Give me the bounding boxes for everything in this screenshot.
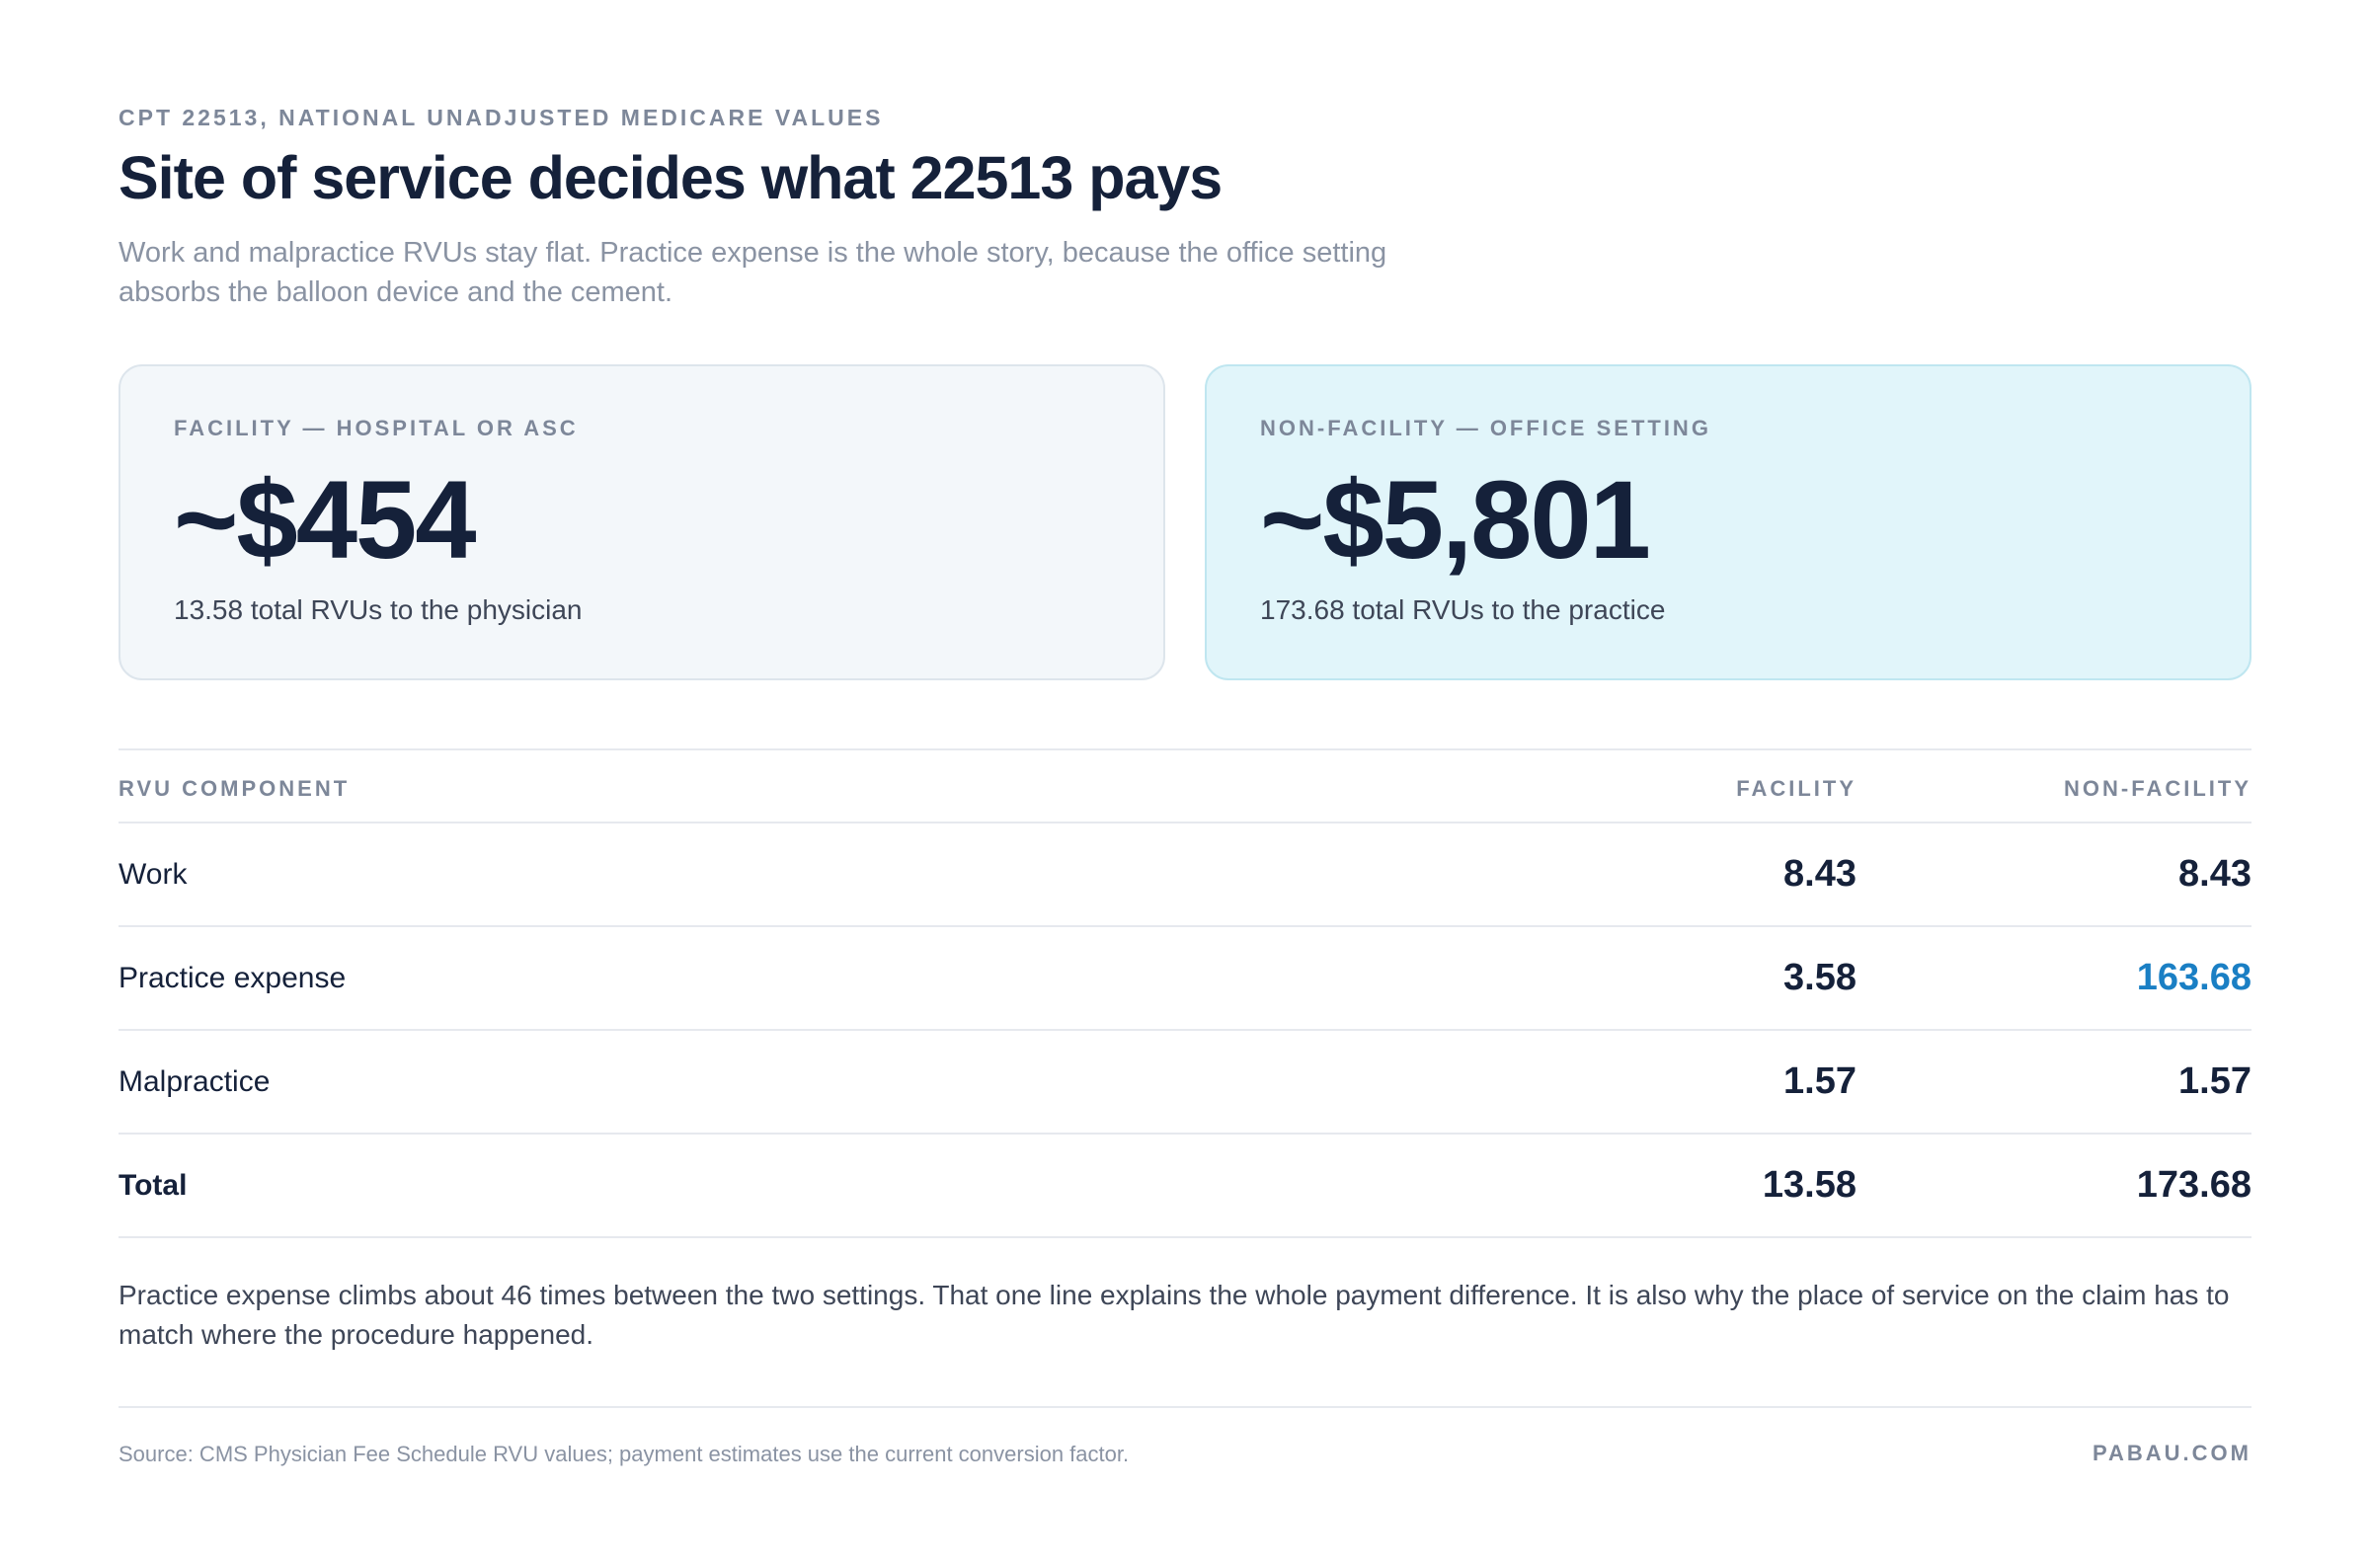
row-nonfacility-value: 1.57 (2178, 1060, 2252, 1102)
table-row-work: Work 8.43 8.43 (118, 823, 2252, 927)
nonfacility-card: NON-FACILITY — OFFICE SETTING ~$5,801 17… (1205, 364, 2252, 680)
column-header-component: RVU COMPONENT (118, 776, 351, 801)
column-header-facility: FACILITY (1736, 776, 1856, 801)
row-nonfacility-value: 8.43 (2178, 853, 2252, 895)
row-label: Work (118, 858, 188, 891)
row-label: Total (118, 1169, 188, 1202)
row-facility-value: 13.58 (1762, 1164, 1856, 1206)
row-nonfacility-value-highlighted: 163.68 (2136, 957, 2252, 998)
row-label: Practice expense (118, 962, 347, 994)
facility-card-note: 13.58 total RVUs to the physician (174, 594, 583, 626)
rvu-table: RVU COMPONENT FACILITY NON-FACILITY Work… (118, 748, 2252, 1238)
table-row-total: Total 13.58 173.68 (118, 1135, 2252, 1238)
row-facility-value: 8.43 (1783, 853, 1856, 895)
table-header: RVU COMPONENT FACILITY NON-FACILITY (118, 750, 2252, 823)
eyebrow-label: CPT 22513, NATIONAL UNADJUSTED MEDICARE … (118, 105, 884, 130)
nonfacility-card-label: NON-FACILITY — OFFICE SETTING (1260, 416, 1711, 440)
brand-link[interactable]: PABAU.COM (2092, 1441, 2252, 1465)
page-subtitle: Work and malpractice RVUs stay flat. Pra… (118, 237, 1387, 309)
row-facility-value: 1.57 (1783, 1060, 1856, 1102)
facility-card: FACILITY — HOSPITAL OR ASC ~$454 13.58 t… (118, 364, 1165, 680)
column-header-nonfacility: NON-FACILITY (2064, 776, 2252, 801)
table-row-practice-expense: Practice expense 3.58 163.68 (118, 927, 2252, 1031)
row-nonfacility-value: 173.68 (2136, 1164, 2252, 1206)
table-row-malpractice: Malpractice 1.57 1.57 (118, 1031, 2252, 1135)
footer: Source: CMS Physician Fee Schedule RVU v… (118, 1406, 2252, 1475)
facility-card-label: FACILITY — HOSPITAL OR ASC (174, 416, 579, 440)
row-facility-value: 3.58 (1783, 957, 1856, 998)
payment-cards: FACILITY — HOSPITAL OR ASC ~$454 13.58 t… (118, 364, 2252, 680)
facility-card-value: ~$454 (174, 458, 477, 582)
nonfacility-card-note: 173.68 total RVUs to the practice (1260, 594, 1666, 626)
row-label: Malpractice (118, 1065, 271, 1098)
page-title: Site of service decides what 22513 pays (118, 144, 1223, 211)
nonfacility-card-value: ~$5,801 (1260, 458, 1651, 582)
source-note: Source: CMS Physician Fee Schedule RVU v… (118, 1442, 1130, 1466)
page: CPT 22513, NATIONAL UNADJUSTED MEDICARE … (118, 105, 2252, 1466)
footnote: Practice expense climbs about 46 times b… (118, 1280, 2230, 1350)
